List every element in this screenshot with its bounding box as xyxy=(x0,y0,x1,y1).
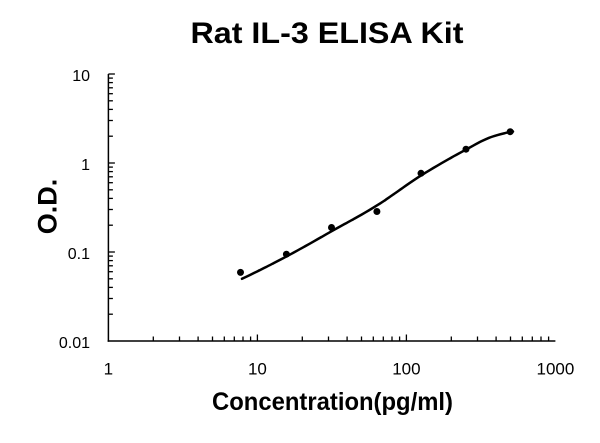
svg-text:Rat IL-3 ELISA Kit: Rat IL-3 ELISA Kit xyxy=(191,17,464,50)
svg-text:1: 1 xyxy=(104,360,113,379)
svg-text:10: 10 xyxy=(248,360,267,379)
svg-text:0.01: 0.01 xyxy=(59,335,90,352)
svg-text:Concentration(pg/ml): Concentration(pg/ml) xyxy=(212,388,453,416)
svg-text:1: 1 xyxy=(81,157,90,174)
svg-text:1000: 1000 xyxy=(536,360,574,379)
svg-text:0.1: 0.1 xyxy=(68,246,90,263)
svg-text:100: 100 xyxy=(392,360,420,379)
svg-text:10: 10 xyxy=(72,68,90,85)
svg-text:O.D.: O.D. xyxy=(33,179,63,235)
